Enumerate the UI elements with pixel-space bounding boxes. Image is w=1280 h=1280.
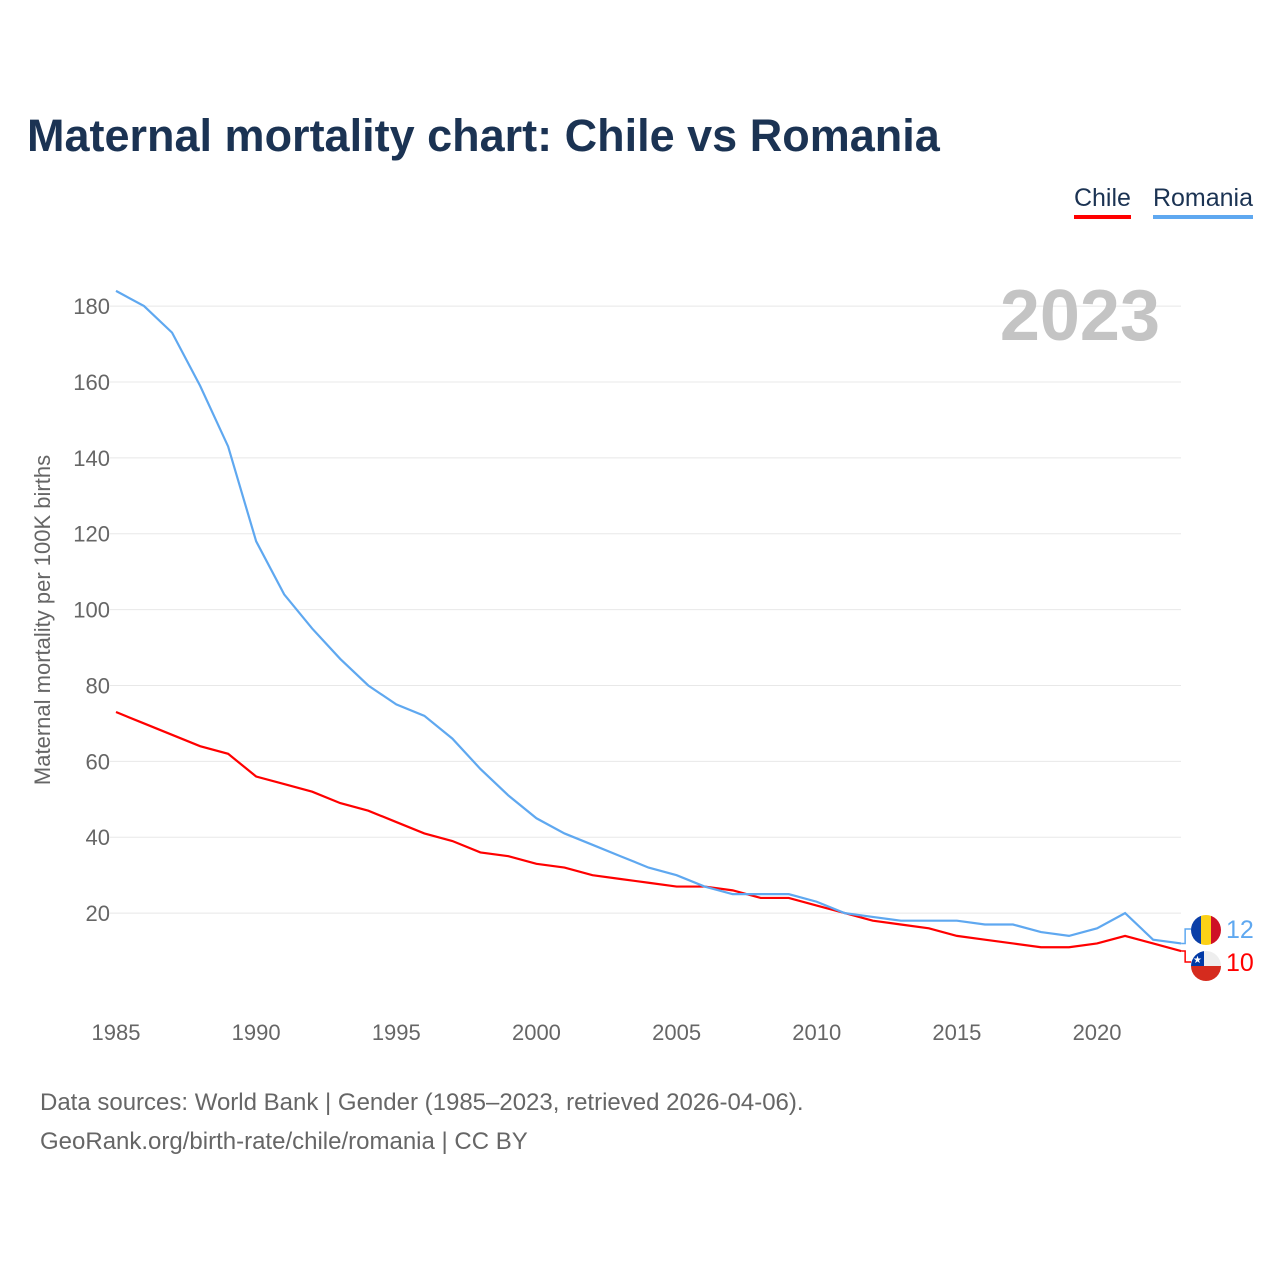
- y-tick-label: 140: [73, 446, 110, 471]
- x-tick-label: 1990: [232, 1020, 281, 1045]
- y-tick-label: 100: [73, 598, 110, 623]
- x-tick-label: 1995: [372, 1020, 421, 1045]
- legend: Chile Romania: [1073, 184, 1253, 219]
- flag-chile-red: [1191, 966, 1221, 981]
- flag-romania-stripe: [1201, 915, 1212, 945]
- end-connector: [1181, 950, 1192, 963]
- source-link[interactable]: GeoRank.org/birth-rate/chile/romania | C…: [40, 1128, 528, 1155]
- x-tick-label: 1985: [92, 1020, 141, 1045]
- flag-romania-stripe: [1211, 915, 1221, 945]
- legend-romania[interactable]: Romania: [1152, 184, 1253, 219]
- series-line-chile: [115, 711, 1182, 953]
- y-tick-label: 180: [73, 294, 110, 319]
- legend-chile[interactable]: Chile: [1073, 184, 1131, 219]
- end-connector: [1181, 928, 1192, 945]
- chart-title: Maternal mortality chart: Chile vs Roman…: [27, 110, 940, 161]
- flag-romania-stripe: [1191, 915, 1202, 945]
- x-tick-label: 2010: [792, 1020, 841, 1045]
- y-tick-label: 120: [73, 522, 110, 547]
- y-tick-label: 80: [86, 673, 110, 698]
- x-tick-label: 2005: [652, 1020, 701, 1045]
- y-tick-label: 40: [86, 825, 110, 850]
- y-tick-label: 20: [86, 901, 110, 926]
- x-tick-label: 2015: [932, 1020, 981, 1045]
- end-value-label: 12: [1226, 916, 1254, 944]
- y-tick-label: 60: [86, 749, 110, 774]
- y-axis-label: Maternal mortality per 100K births: [30, 455, 55, 785]
- flag-chile-star: ★: [1193, 955, 1202, 966]
- x-tick-label: 2000: [512, 1020, 561, 1045]
- y-tick-label: 160: [73, 370, 110, 395]
- end-value-label: 10: [1226, 949, 1254, 977]
- x-tick-label: 2020: [1073, 1020, 1122, 1045]
- year-watermark: 2023: [1000, 276, 1160, 356]
- series-line-romania: [115, 289, 1182, 945]
- source-line: Data sources: World Bank | Gender (1985–…: [40, 1089, 804, 1116]
